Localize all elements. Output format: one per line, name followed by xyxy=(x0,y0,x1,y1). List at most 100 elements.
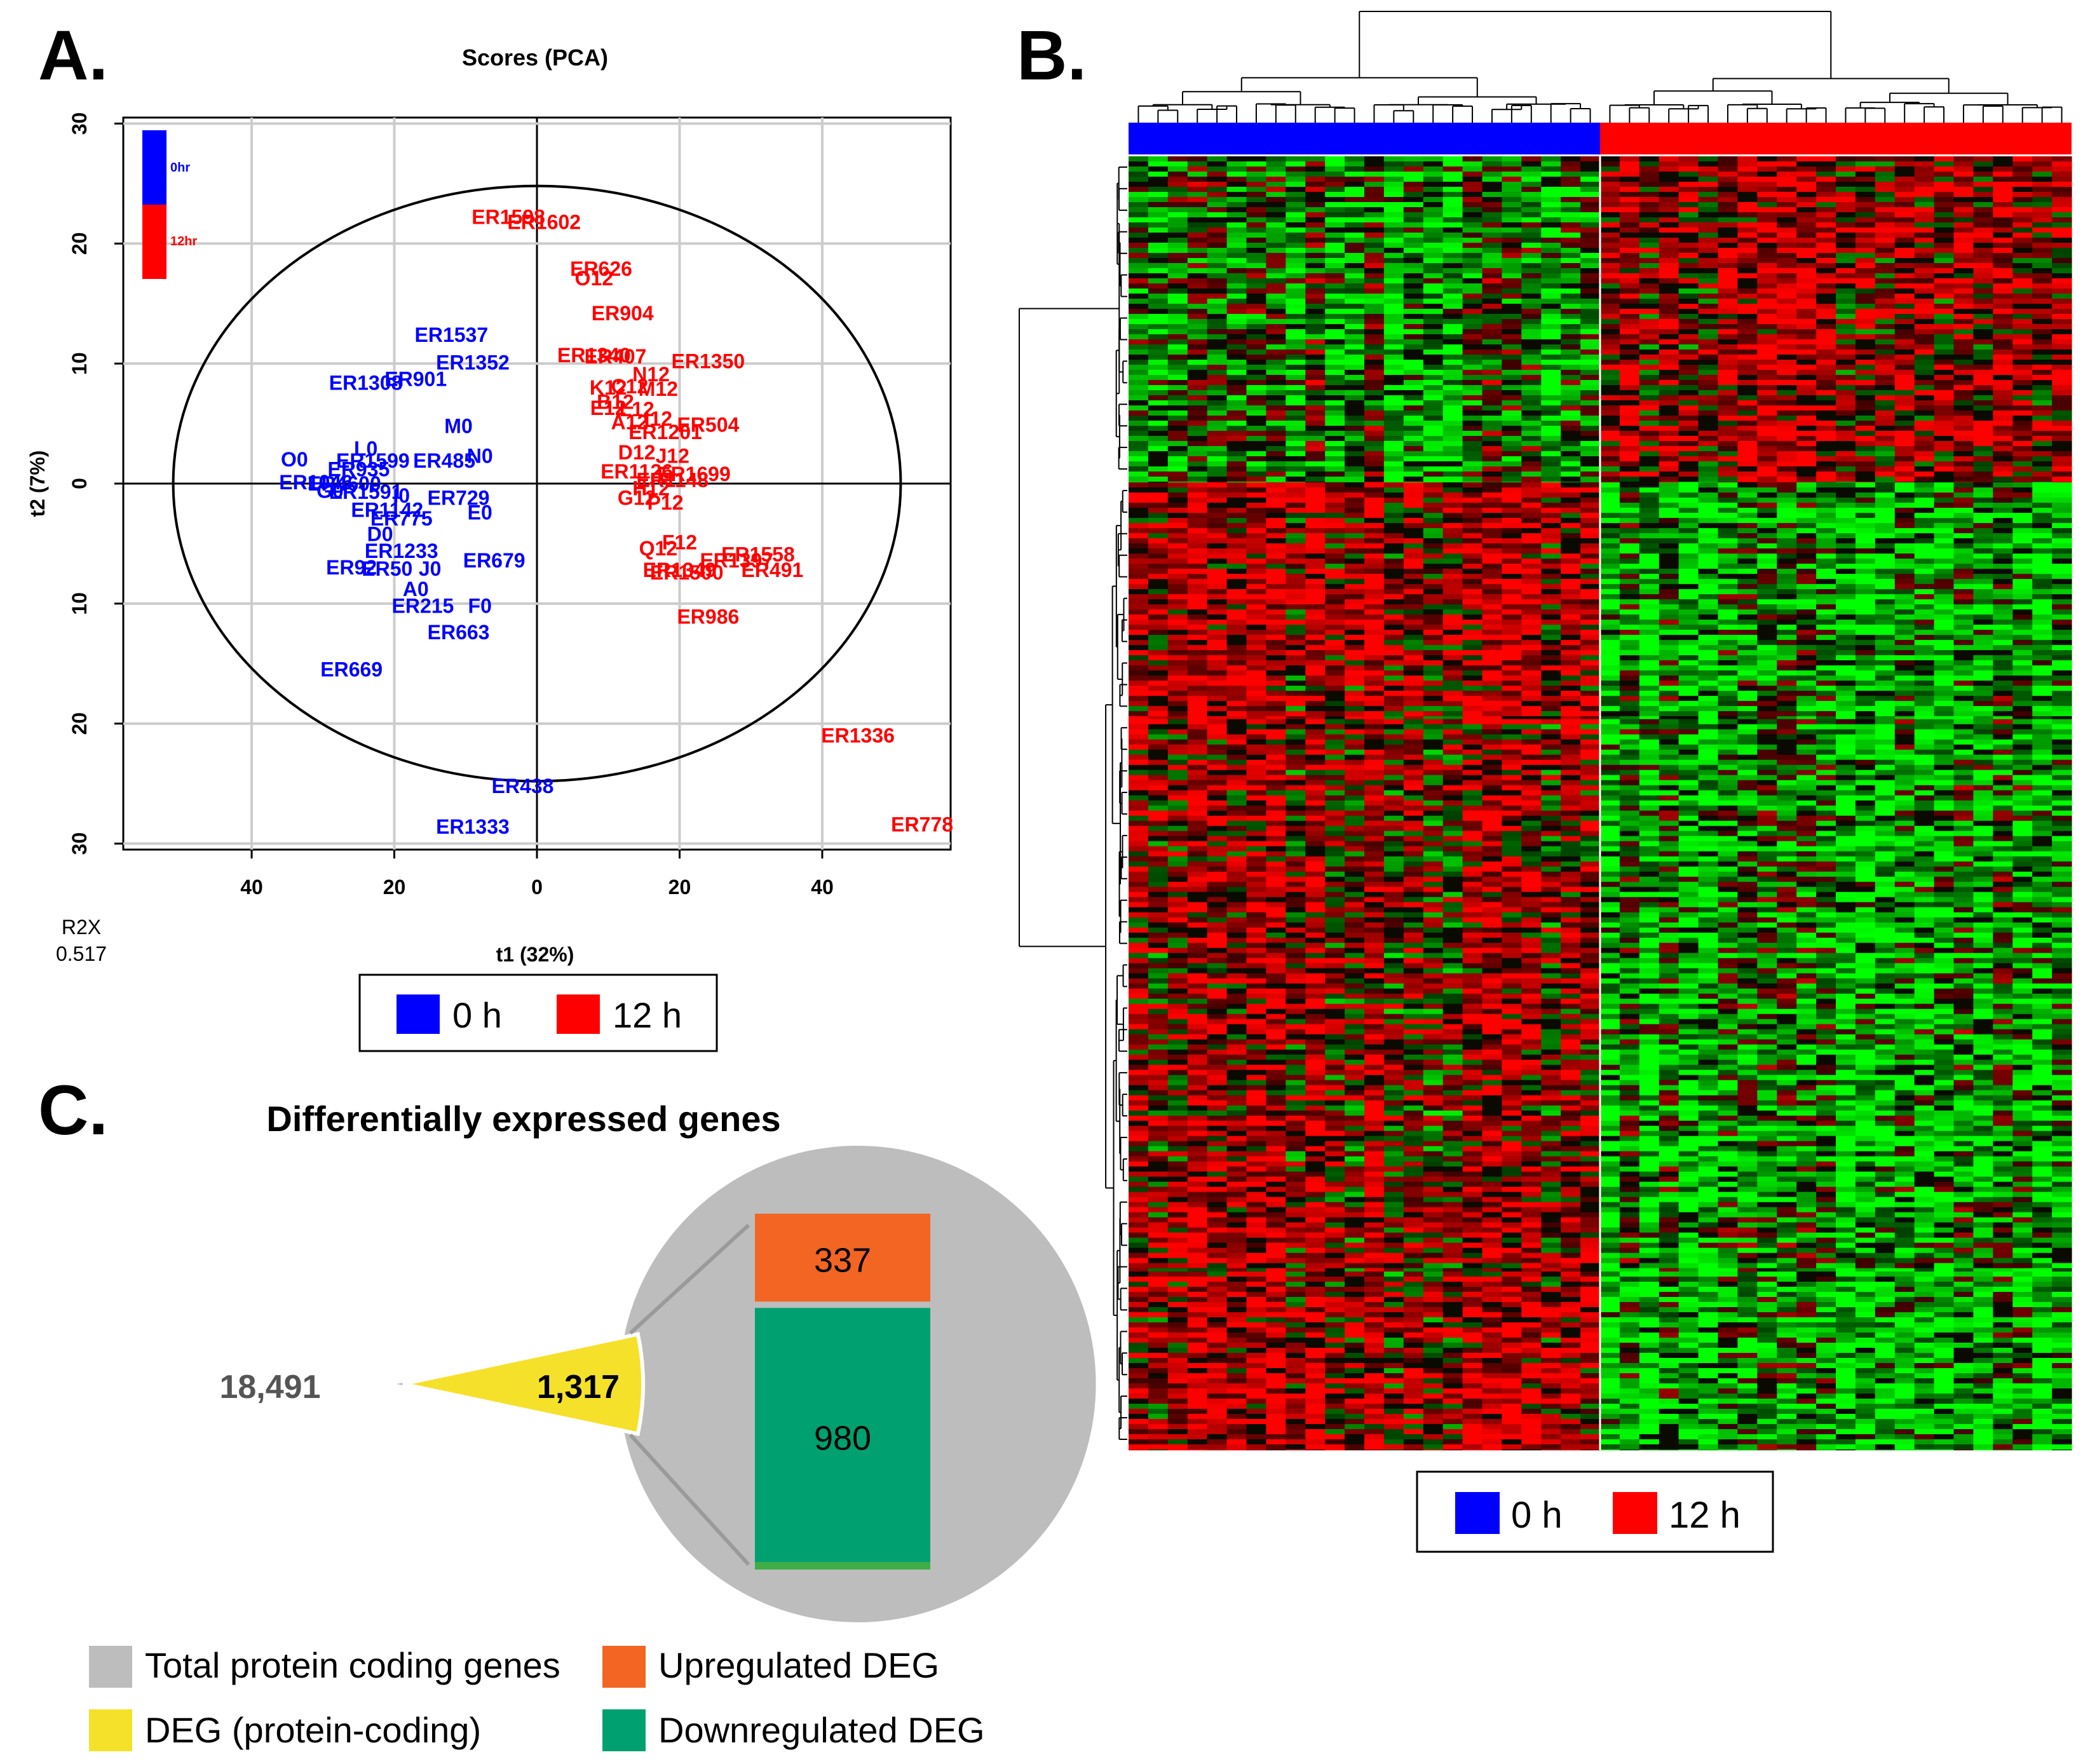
heatmap-cell xyxy=(1600,569,1620,574)
heatmap-cell xyxy=(1266,421,1286,426)
heatmap-cell xyxy=(1364,589,1385,595)
heatmap-cell xyxy=(1364,584,1385,590)
heatmap-cell xyxy=(1855,258,1876,264)
heatmap-cell xyxy=(1619,360,1640,365)
heatmap-cell xyxy=(1993,344,2013,350)
heatmap-cell xyxy=(1403,360,1424,365)
heatmap-cell xyxy=(1462,492,1483,498)
heatmap-cell xyxy=(1973,395,1993,401)
heatmap-cell xyxy=(1580,375,1601,381)
heatmap-cell xyxy=(1383,278,1404,284)
heatmap-cell xyxy=(1639,344,1660,350)
heatmap-cell xyxy=(1266,222,1286,228)
heatmap-cell xyxy=(1226,456,1247,462)
heatmap-cell xyxy=(1561,559,1581,564)
heatmap-cell xyxy=(1266,233,1286,238)
heatmap-cell xyxy=(1423,360,1444,365)
heatmap-cell xyxy=(1521,533,1542,539)
heatmap-cell xyxy=(1482,375,1502,381)
heatmap-cell xyxy=(1482,304,1502,309)
heatmap-cell xyxy=(1836,538,1856,544)
heatmap-cell xyxy=(1286,492,1306,498)
heatmap-cell xyxy=(1757,559,1777,564)
heatmap-cell xyxy=(1737,299,1758,304)
heatmap-cell xyxy=(1796,456,1817,462)
heatmap-cell xyxy=(1364,620,1385,625)
heatmap-cell xyxy=(1718,283,1738,289)
heatmap-cell xyxy=(1167,482,1188,483)
heatmap-cell xyxy=(1148,589,1169,595)
heatmap-cell xyxy=(1934,177,1955,182)
heatmap-cell xyxy=(1403,177,1424,182)
heatmap-cell xyxy=(1462,553,1483,559)
heatmap-cell xyxy=(1167,431,1188,437)
heatmap-cell xyxy=(1678,421,1699,426)
heatmap-cell xyxy=(1757,309,1777,315)
heatmap-cell xyxy=(1934,288,1955,294)
heatmap-cell xyxy=(2052,273,2072,279)
heatmap-cell xyxy=(1777,212,1797,218)
heatmap-cell xyxy=(1698,446,1719,452)
heatmap-cell xyxy=(1266,477,1286,482)
heatmap-cell xyxy=(1816,503,1836,508)
heatmap-cell xyxy=(1207,217,1228,223)
heatmap-cell xyxy=(1698,365,1719,370)
heatmap-cell xyxy=(2032,349,2052,355)
heatmap-cell xyxy=(1423,594,1444,600)
heatmap-cell xyxy=(1816,299,1836,304)
heatmap-cell xyxy=(1737,324,1758,330)
heatmap-cell xyxy=(1325,294,1345,299)
heatmap-cell xyxy=(1619,217,1640,223)
heatmap-cell xyxy=(1482,559,1502,564)
heatmap-cell xyxy=(1423,513,1444,519)
heatmap-cell xyxy=(1600,156,1620,162)
heatmap-cell xyxy=(1619,339,1640,345)
heatmap-cell xyxy=(1502,579,1522,585)
heatmap-cell xyxy=(1698,482,1719,483)
heatmap-cell xyxy=(1286,172,1306,177)
heatmap-cell xyxy=(1148,620,1169,625)
heatmap-cell xyxy=(1462,324,1483,330)
heatmap-cell xyxy=(1403,410,1424,416)
heatmap-cell xyxy=(1698,248,1719,254)
heatmap-cell xyxy=(1541,416,1561,421)
heatmap-cell xyxy=(2032,538,2052,544)
heatmap-cell xyxy=(1305,574,1326,580)
heatmap-cell xyxy=(1777,324,1797,330)
heatmap-cell xyxy=(1757,243,1777,248)
heatmap-cell xyxy=(1580,390,1601,396)
heatmap-cell xyxy=(1325,314,1345,320)
heatmap-cell xyxy=(1187,238,1208,243)
heatmap-cell xyxy=(2032,533,2052,539)
heatmap-cell xyxy=(1462,334,1483,340)
heatmap-cell xyxy=(1934,248,1955,254)
heatmap-cell xyxy=(1207,620,1228,625)
heatmap-cell xyxy=(1934,187,1955,193)
heatmap-cell xyxy=(1167,390,1188,396)
heatmap-cell xyxy=(1639,375,1660,381)
heatmap-cell xyxy=(1305,161,1326,167)
heatmap-cell xyxy=(1639,217,1660,223)
heatmap-cell xyxy=(1462,268,1483,274)
heatmap-cell xyxy=(1442,523,1463,529)
heatmap-cell xyxy=(1167,599,1188,605)
heatmap-cell xyxy=(1403,456,1424,462)
heatmap-cell xyxy=(2012,461,2033,467)
heatmap-cell xyxy=(1207,380,1228,386)
heatmap-cell xyxy=(1403,513,1424,519)
heatmap-cell xyxy=(1325,375,1345,381)
heatmap-cell xyxy=(1442,395,1463,401)
heatmap-cell xyxy=(1836,319,1856,325)
heatmap-cell xyxy=(1796,294,1817,299)
heatmap-cell xyxy=(1462,294,1483,299)
heatmap-cell xyxy=(1757,518,1777,524)
heatmap-cell xyxy=(1207,294,1228,299)
heatmap-cell xyxy=(1502,553,1522,559)
heatmap-cell xyxy=(1816,559,1836,564)
heatmap-cell xyxy=(1718,161,1738,167)
heatmap-cell xyxy=(1953,599,1974,605)
heatmap-cell xyxy=(1482,161,1502,167)
heatmap-cell xyxy=(1678,426,1699,431)
heatmap-cell xyxy=(2032,222,2052,228)
heatmap-cell xyxy=(1973,334,1993,340)
